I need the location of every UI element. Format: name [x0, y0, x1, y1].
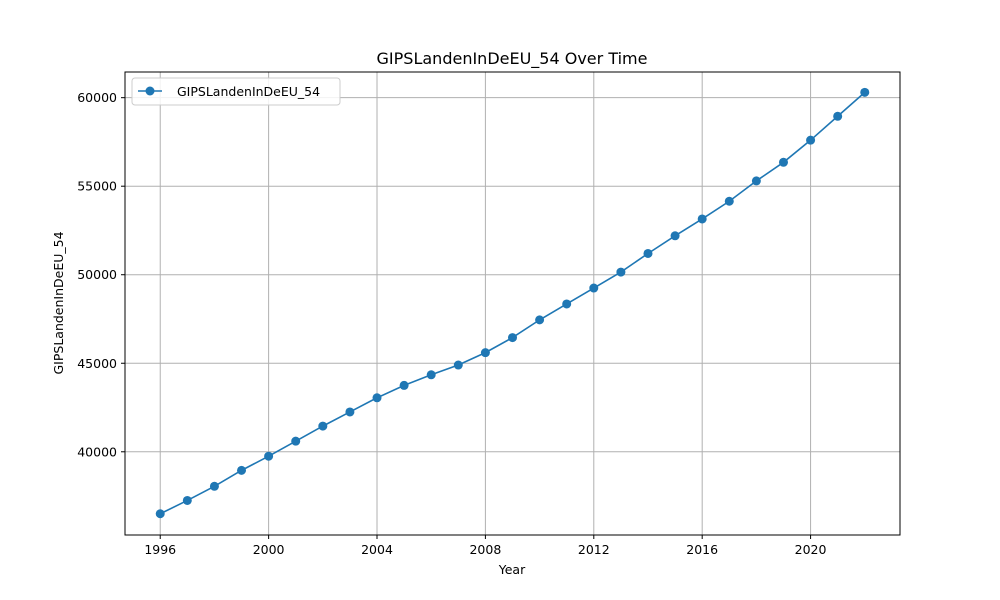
legend-box [131, 77, 341, 106]
y-axis-label: GIPSLandenInDeEU_54 [51, 231, 66, 374]
y-tick-label: 40000 [77, 444, 117, 459]
legend-marker-swatch [145, 86, 155, 96]
x-tick-label: 2000 [253, 542, 285, 557]
data-point [480, 348, 490, 358]
x-tick-label: 1996 [144, 542, 176, 557]
x-tick-label: 2016 [686, 542, 718, 557]
data-point [237, 465, 247, 475]
legend: GIPSLandenInDeEU_54 [131, 77, 341, 106]
data-point [724, 196, 734, 206]
data-point [833, 111, 843, 121]
data-point [453, 360, 463, 370]
data-point [318, 421, 328, 431]
data-point [209, 481, 219, 491]
data-point [345, 407, 355, 417]
data-point [751, 176, 761, 186]
data-point [860, 87, 870, 97]
y-tick-label: 45000 [77, 356, 117, 371]
x-tick-label: 2020 [795, 542, 827, 557]
y-tick-label: 50000 [77, 267, 117, 282]
data-point [535, 315, 545, 325]
data-point [155, 509, 165, 519]
x-axis-label: Year [498, 562, 526, 577]
legend-entry-label: GIPSLandenInDeEU_54 [177, 84, 320, 99]
series-layer [155, 87, 870, 519]
data-point [372, 393, 382, 403]
data-point [670, 231, 680, 241]
data-point [697, 214, 707, 224]
data-point [616, 267, 626, 277]
data-point [778, 157, 788, 167]
data-point [182, 495, 192, 505]
data-point [806, 135, 816, 145]
y-tick-label: 60000 [77, 90, 117, 105]
data-point [508, 333, 517, 343]
data-point [643, 248, 653, 258]
data-point [589, 283, 599, 293]
data-point [562, 299, 572, 309]
data-point [426, 370, 436, 380]
series-line [159, 91, 866, 515]
x-tick-label: 2008 [469, 542, 501, 557]
x-tick-label: 2012 [578, 542, 610, 557]
x-tick-label: 2004 [361, 542, 393, 557]
plot-area-frame [124, 71, 901, 536]
data-point [399, 380, 409, 390]
data-point [291, 436, 301, 446]
data-point [264, 451, 274, 461]
y-tick-label: 55000 [77, 179, 117, 194]
chart-title: GIPSLandenInDeEU_54 Over Time [377, 49, 648, 69]
grid [125, 72, 900, 535]
axis-ticks: 1996 2000 2004 2008 2012 2016 2020 40000 45000 50… [77, 90, 826, 557]
